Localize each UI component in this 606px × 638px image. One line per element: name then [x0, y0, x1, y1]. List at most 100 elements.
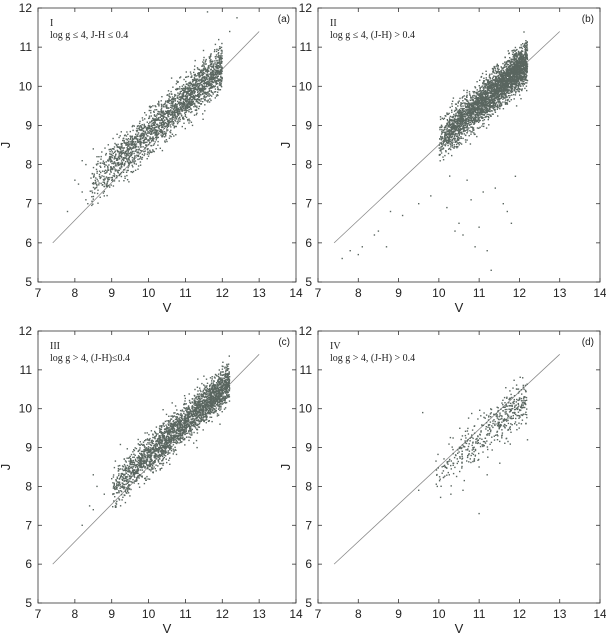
data-point — [167, 125, 170, 127]
data-point — [189, 93, 192, 95]
data-point — [470, 102, 472, 104]
data-point — [518, 75, 520, 78]
data-point — [129, 130, 131, 133]
data-point — [121, 147, 124, 149]
data-point — [168, 98, 170, 100]
data-point — [526, 55, 528, 57]
data-point — [489, 91, 491, 94]
data-point — [113, 146, 116, 148]
data-point — [96, 164, 98, 166]
data-point — [149, 121, 151, 123]
data-point — [101, 175, 103, 177]
data-point — [490, 115, 492, 117]
data-point — [176, 108, 179, 110]
data-point — [190, 94, 192, 96]
data-point — [198, 105, 201, 108]
data-point — [139, 161, 142, 163]
data-point — [202, 85, 204, 88]
data-point — [169, 102, 171, 104]
data-point — [208, 67, 210, 69]
data-point — [190, 87, 193, 90]
data-point — [127, 154, 129, 156]
data-point — [209, 57, 211, 59]
data-point — [504, 99, 507, 101]
data-point — [494, 70, 496, 72]
data-point — [195, 79, 197, 82]
data-point — [98, 184, 100, 186]
data-point — [458, 129, 460, 132]
data-point — [209, 94, 212, 96]
data-point — [216, 62, 218, 65]
data-point — [160, 131, 162, 134]
data-point — [147, 126, 149, 129]
data-point — [120, 154, 122, 157]
data-point — [166, 140, 168, 143]
data-point — [182, 92, 185, 95]
data-point — [141, 124, 143, 126]
data-point — [136, 148, 138, 151]
data-point — [206, 85, 208, 88]
data-point — [170, 104, 172, 106]
panel-group-label: I — [50, 18, 53, 29]
data-point — [174, 93, 176, 96]
data-point — [191, 93, 193, 95]
data-point — [110, 166, 113, 169]
data-point — [153, 128, 155, 130]
data-point — [149, 142, 151, 144]
data-point — [208, 93, 210, 95]
data-point — [221, 79, 223, 82]
data-point — [455, 112, 457, 115]
data-point — [154, 105, 156, 107]
data-point — [495, 92, 497, 95]
data-point — [518, 81, 521, 84]
data-point — [128, 157, 130, 159]
data-point — [204, 104, 206, 106]
data-point — [157, 110, 159, 113]
data-point — [189, 86, 191, 88]
data-point — [137, 168, 139, 170]
data-point — [468, 105, 470, 107]
data-point — [164, 102, 166, 105]
data-point — [144, 132, 146, 134]
data-point — [198, 94, 200, 96]
data-point — [109, 153, 111, 155]
data-point — [185, 71, 187, 73]
data-point — [464, 114, 466, 116]
data-point — [137, 140, 139, 142]
data-point — [141, 128, 144, 130]
data-point — [447, 133, 449, 136]
data-point — [187, 118, 189, 121]
data-point — [483, 89, 485, 91]
data-point — [141, 158, 143, 160]
data-point — [498, 78, 501, 80]
data-point — [190, 92, 192, 94]
data-point — [178, 93, 181, 96]
data-point — [471, 102, 474, 105]
data-point — [480, 102, 483, 104]
data-point — [177, 94, 179, 97]
data-point — [180, 90, 182, 92]
data-point — [458, 134, 460, 137]
data-point — [514, 53, 516, 55]
data-point — [442, 137, 444, 139]
data-point — [221, 67, 223, 69]
data-point — [142, 134, 144, 137]
data-point — [199, 74, 201, 77]
data-point — [162, 120, 164, 122]
data-point — [214, 43, 217, 46]
data-point — [128, 144, 130, 146]
data-point — [485, 83, 487, 86]
data-point — [523, 71, 525, 74]
data-point — [175, 89, 178, 91]
data-point — [205, 76, 208, 78]
data-point — [102, 162, 104, 164]
data-point — [515, 92, 517, 94]
data-point — [510, 99, 512, 101]
data-point — [169, 120, 171, 122]
data-point — [207, 67, 209, 69]
data-point — [218, 70, 220, 73]
data-point — [195, 113, 198, 116]
data-point — [204, 63, 206, 65]
data-point — [468, 91, 471, 93]
data-point — [520, 64, 522, 67]
